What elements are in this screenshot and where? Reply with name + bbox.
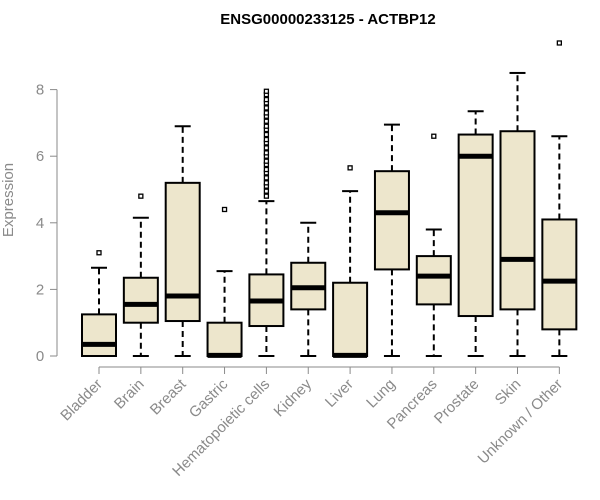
box-prostate	[457, 110, 494, 357]
y-tick-label: 8	[36, 82, 44, 99]
y-axis: 0 2 4 6 8	[36, 82, 58, 365]
y-axis-label: Expression	[0, 163, 17, 237]
outlier-point	[263, 118, 270, 124]
outlier-point	[263, 150, 270, 156]
box-lung	[373, 123, 410, 357]
outlier-point	[263, 88, 270, 94]
outlier-point	[263, 188, 270, 194]
x-tick-label: Prostate	[431, 376, 483, 428]
box-breast	[164, 125, 201, 357]
box-body	[164, 181, 201, 323]
outlier-point	[556, 40, 562, 46]
outlier-point	[96, 250, 102, 256]
y-tick-label: 4	[36, 215, 44, 232]
box-liver	[332, 165, 369, 358]
outlier-point	[263, 105, 270, 111]
box-hematopoietic-cells	[248, 88, 285, 357]
box-body	[81, 313, 117, 357]
y-tick-label: 6	[36, 148, 44, 165]
y-tick-label: 0	[36, 348, 44, 365]
outlier-point	[263, 145, 270, 151]
boxes-group	[81, 40, 578, 358]
box-bladder	[81, 250, 117, 357]
x-tick-label: Skin	[492, 376, 525, 409]
outlier-point	[263, 110, 270, 116]
x-tick-label: Kidney	[271, 375, 316, 420]
box-body	[541, 218, 578, 331]
x-tick-label: Liver	[322, 376, 357, 411]
x-tick-label: Lung	[363, 376, 399, 412]
outlier-point	[263, 96, 270, 103]
x-tick-label: Bladder	[57, 376, 106, 425]
outlier-point	[263, 131, 270, 138]
box-kidney	[290, 221, 327, 357]
y-tick-label: 2	[36, 281, 44, 298]
outlier-point	[138, 193, 144, 199]
box-gastric	[206, 206, 243, 358]
box-body	[332, 281, 369, 357]
outlier-point	[263, 158, 270, 164]
outlier-point	[263, 193, 270, 199]
outlier-point	[263, 136, 270, 143]
x-tick-label: Brain	[111, 376, 148, 413]
outlier-point	[263, 123, 270, 129]
outlier-point	[347, 165, 353, 171]
outlier-point	[263, 180, 270, 186]
box-pancreas	[415, 133, 452, 357]
outlier-point	[263, 175, 270, 181]
box-brain	[122, 193, 159, 357]
box-body	[499, 130, 536, 311]
outlier-point	[263, 166, 270, 173]
outlier-point	[431, 133, 437, 139]
box-body	[373, 170, 410, 271]
box-skin	[499, 71, 536, 357]
box-body	[457, 133, 494, 318]
outlier-point	[221, 206, 228, 213]
box-body	[122, 276, 159, 324]
chart-title: ENSG00000233125 - ACTBP12	[220, 11, 435, 28]
box-unknown-other	[541, 40, 578, 357]
box-body	[415, 255, 452, 306]
box-body	[206, 321, 243, 358]
x-tick-label: Breast	[147, 375, 190, 418]
